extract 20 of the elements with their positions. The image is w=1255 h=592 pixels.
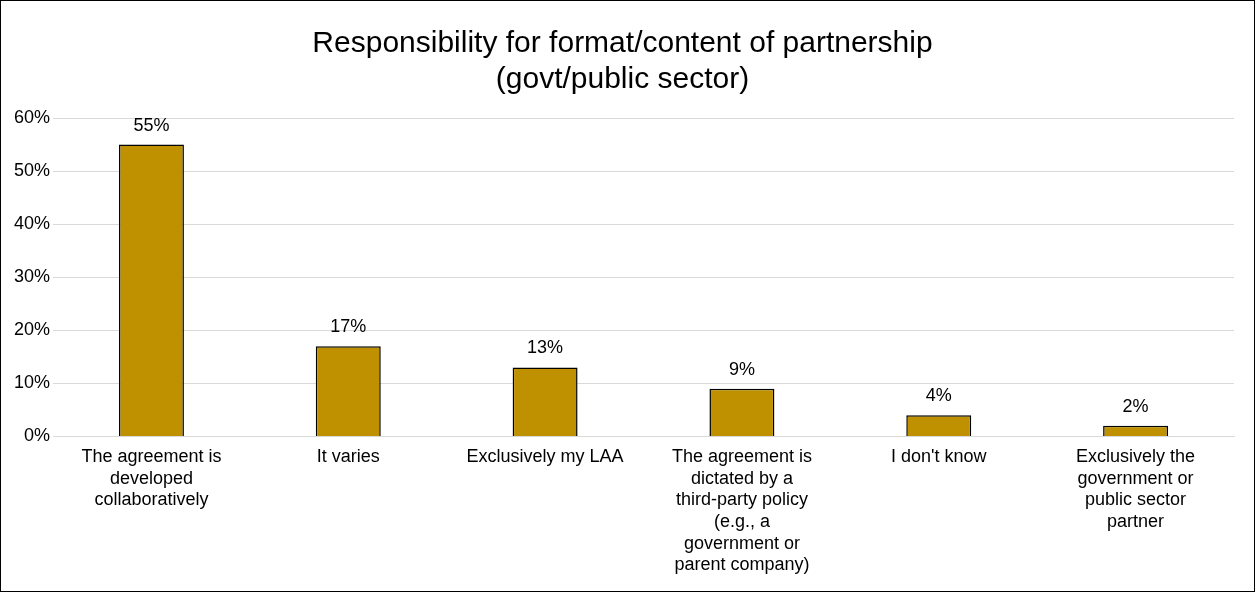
data-label: 17% [330, 316, 367, 337]
data-label: 2% [1122, 395, 1149, 416]
chart-title: Responsibility for format/content of partnership (govt/public sector) [312, 25, 933, 95]
y-tick-label: 50% [14, 160, 51, 181]
y-tick-label: 60% [14, 106, 51, 127]
data-label: 4% [925, 385, 952, 406]
data-label: 55% [133, 114, 170, 135]
x-tick-label: The agreement is developed collaboratively [81, 446, 222, 510]
x-tick-label: I don't know [891, 446, 988, 467]
y-tick-label: 20% [14, 319, 51, 340]
data-label: 13% [527, 337, 564, 358]
data-label: 9% [728, 358, 755, 379]
y-tick-label: 40% [14, 213, 51, 234]
x-tick-label: Exclusively the government or public sector partner [1076, 446, 1196, 531]
x-tick-label: The agreement is dictated by a third-party policy (e.g., a government or parent company) [671, 446, 812, 575]
x-tick-label: Exclusively my LAA [466, 446, 624, 467]
y-tick-label: 10% [14, 372, 51, 393]
y-tick-label: 0% [24, 425, 51, 446]
x-tick-label: It varies [316, 446, 380, 467]
y-tick-label: 30% [14, 266, 51, 287]
